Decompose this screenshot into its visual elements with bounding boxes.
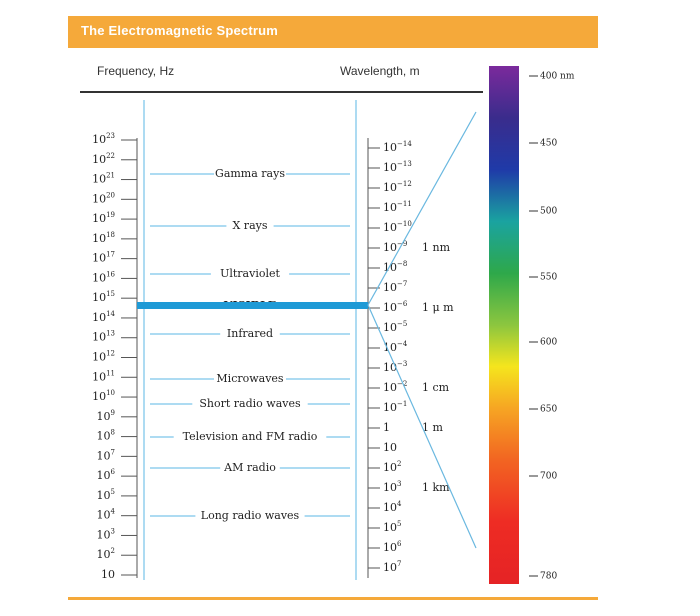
- spectrum-tick-label: 400 nm: [540, 72, 575, 82]
- frequency-tick-label: 1022: [92, 152, 115, 166]
- spectrum-tick-label: 500: [540, 207, 557, 217]
- wavelength-annotation: 1 cm: [422, 381, 450, 394]
- wavelength-tick-label: 10−10: [383, 220, 412, 234]
- spectrum-tick-label: 550: [540, 273, 557, 283]
- wavelength-tick-label: 10−4: [383, 340, 408, 354]
- frequency-tick-label: 1018: [92, 231, 115, 245]
- wavelength-tick-label: 102: [383, 460, 401, 474]
- wavelength-annotation: 1 μ m: [422, 301, 454, 314]
- zoom-line-top: [367, 111, 477, 306]
- wavelength-tick-label: 10: [383, 441, 397, 454]
- frequency-tick-label: 1014: [92, 310, 115, 324]
- frequency-tick-label: 1023: [92, 132, 115, 146]
- band-label: Gamma rays: [215, 167, 285, 180]
- frequency-tick-label: 1013: [92, 330, 115, 344]
- wavelength-annotation: 1 nm: [422, 241, 451, 254]
- frequency-tick-label: 1016: [92, 270, 115, 284]
- frequency-tick-label: 109: [97, 409, 115, 423]
- band-label: Long radio waves: [201, 509, 300, 522]
- frequency-tick-label: 1010: [92, 389, 115, 403]
- visible-spectrum-ticks: 400 nm 450 500 550 600 650 700 780: [529, 72, 575, 582]
- wavelength-tick-label: 10−2: [383, 380, 407, 394]
- wavelength-tick-label: 10−12: [383, 180, 412, 194]
- wavelength-tick-label: 10−1: [383, 400, 407, 414]
- wavelength-tick-label: 10−5: [383, 320, 407, 334]
- wavelength-ticks: 10−1410−1310−1210−1110−1010−910−810−710−…: [368, 140, 454, 574]
- title-bar: The Electromagnetic Spectrum: [68, 16, 598, 48]
- frequency-tick-label: 106: [97, 468, 116, 482]
- frequency-tick-label: 105: [97, 488, 115, 502]
- wavelength-tick-label: 104: [383, 500, 402, 514]
- wavelength-tick-label: 10−14: [383, 140, 412, 154]
- wavelength-tick-label: 106: [383, 540, 402, 554]
- wavelength-column-label: Wavelength, m: [340, 64, 420, 78]
- wavelength-tick-label: 10−6: [383, 300, 408, 314]
- frequency-tick-label: 1012: [92, 350, 115, 364]
- spectrum-tick-label: 780: [540, 572, 557, 582]
- frequency-column-label: Frequency, Hz: [97, 64, 175, 78]
- frequency-tick-label: 107: [97, 448, 115, 462]
- wavelength-tick-label: 107: [383, 560, 401, 574]
- frequency-tick-label: 1020: [92, 191, 115, 205]
- band-label: Ultraviolet: [220, 267, 280, 280]
- wavelength-tick-label: 10−7: [383, 280, 407, 294]
- wavelength-tick-label: 105: [383, 520, 401, 534]
- frequency-tick-label: 108: [97, 429, 115, 443]
- wavelength-tick-label: 10−13: [383, 160, 412, 174]
- wavelength-tick-label: 1: [383, 421, 390, 434]
- wavelength-tick-label: 10−3: [383, 360, 407, 374]
- zoom-line-bottom: [367, 304, 477, 549]
- band-label: Microwaves: [216, 372, 284, 385]
- band-label: Infrared: [227, 327, 273, 340]
- spectrum-tick-label: 450: [540, 139, 557, 149]
- frequency-tick-label: 1021: [92, 172, 115, 186]
- spectrum-tick-label: 600: [540, 338, 557, 348]
- band-label: X rays: [232, 219, 267, 232]
- wavelength-annotation: 1 km: [422, 481, 450, 494]
- frequency-tick-label: 103: [97, 527, 115, 541]
- frequency-tick-label: 10: [101, 568, 115, 581]
- visible-band-bar: [137, 302, 368, 309]
- frequency-tick-label: 1017: [92, 251, 115, 265]
- spectrum-tick-label: 700: [540, 472, 557, 482]
- band-label: Short radio waves: [199, 397, 301, 410]
- wavelength-annotation: 1 m: [422, 421, 443, 434]
- page-title: The Electromagnetic Spectrum: [81, 23, 279, 38]
- footer-rule: [68, 597, 598, 600]
- band-label: AM radio: [223, 461, 276, 474]
- visible-spectrum-bar: [489, 66, 519, 584]
- frequency-tick-label: 1015: [92, 290, 115, 304]
- frequency-tick-label: 104: [97, 508, 116, 522]
- spectrum-tick-label: 650: [540, 405, 557, 415]
- wavelength-tick-label: 103: [383, 480, 401, 494]
- frequency-tick-label: 102: [97, 547, 115, 561]
- frequency-tick-label: 1011: [92, 369, 115, 383]
- frequency-tick-label: 1019: [92, 211, 115, 225]
- frequency-ticks: 1023 1022 1021 1020 1019 1018 1017 1016 1015 1014…: [92, 132, 137, 581]
- header-rule: [80, 91, 483, 93]
- wavelength-tick-label: 10−11: [383, 200, 412, 214]
- band-label: Television and FM radio: [183, 430, 318, 443]
